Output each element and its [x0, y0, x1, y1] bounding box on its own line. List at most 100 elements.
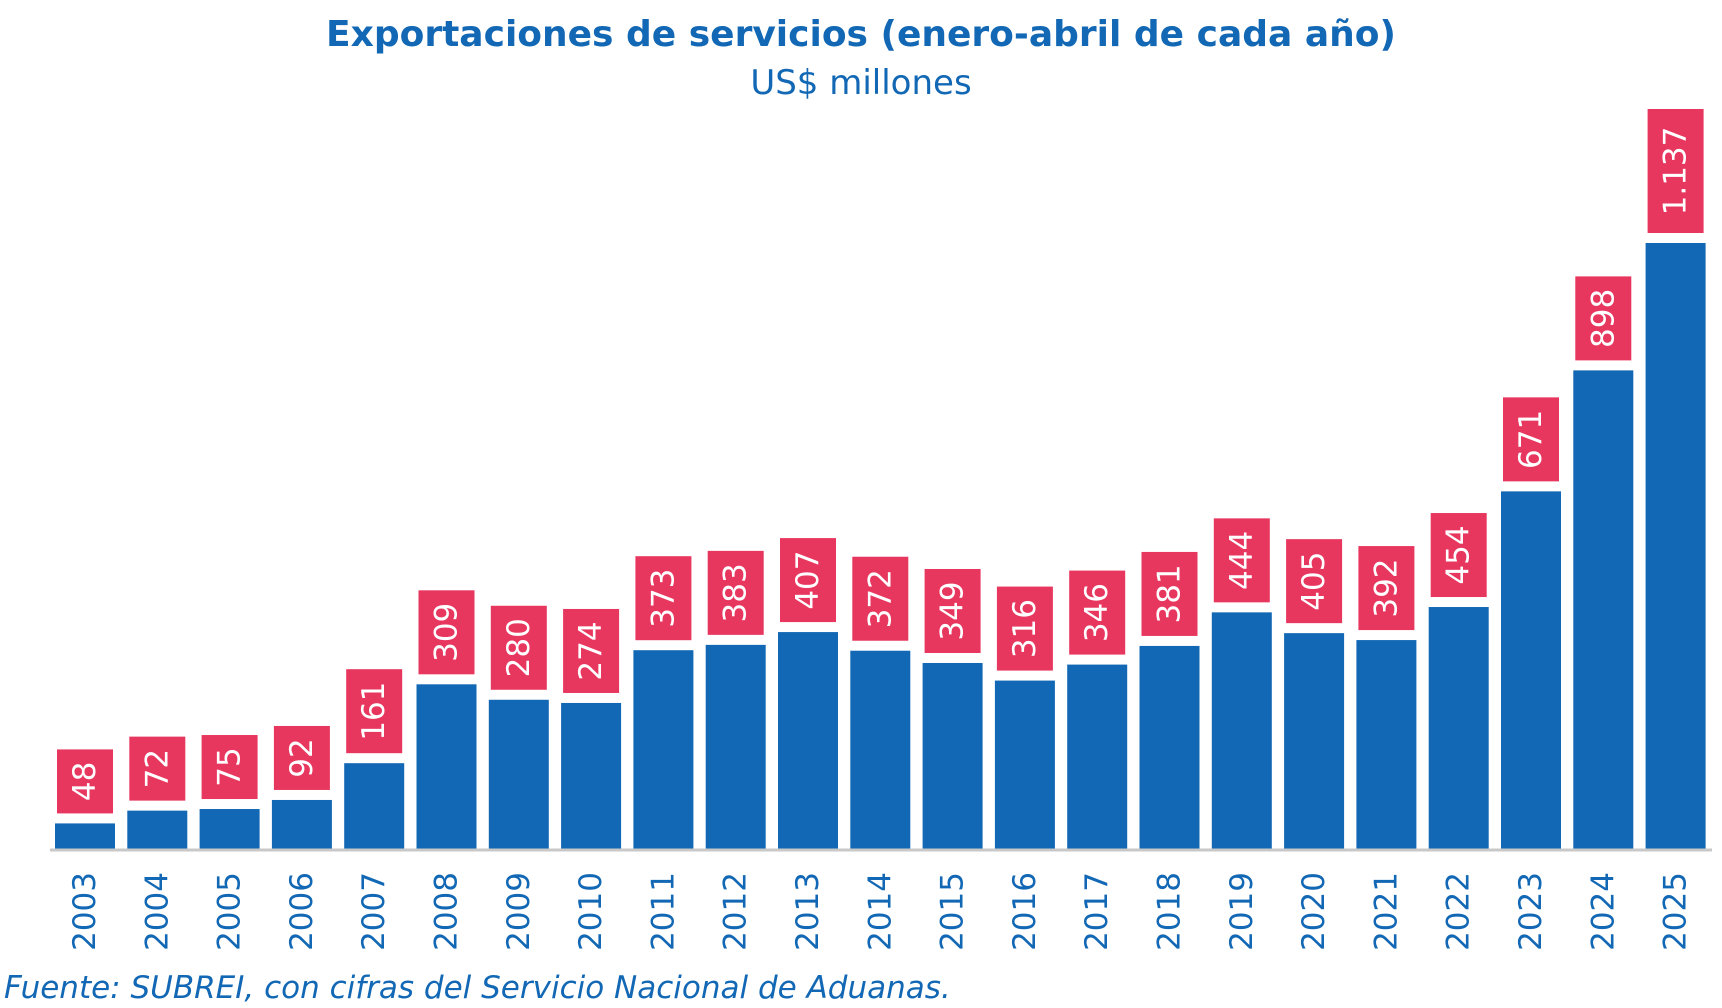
chart-subtitle: US$ millones	[750, 63, 972, 103]
data-label-text: 444	[1224, 531, 1260, 590]
data-label-box	[635, 556, 692, 641]
bar-2006	[271, 799, 332, 849]
data-label-2023: 671	[1503, 397, 1559, 482]
data-label-box	[57, 749, 113, 814]
bar-2005	[199, 809, 260, 849]
data-label-box	[1213, 518, 1270, 603]
chart-title: Exportaciones de servicios (enero-abril …	[326, 14, 1396, 55]
bar-2017	[1067, 664, 1128, 849]
data-label-box	[780, 538, 836, 623]
data-label-2005: 75	[201, 735, 258, 800]
bar-2025	[1645, 243, 1706, 849]
data-label-text: 274	[573, 621, 609, 680]
data-label-2010: 274	[563, 608, 620, 693]
x-tick-2020: 2020	[1296, 872, 1332, 951]
data-label-box	[1286, 539, 1343, 624]
source-note: Fuente: SUBREI, con cifras del Servicio …	[4, 970, 951, 1006]
bar-2024	[1573, 370, 1634, 849]
data-label-text: 671	[1513, 410, 1549, 469]
x-tick-2009: 2009	[501, 872, 537, 951]
data-label-2007: 161	[346, 669, 403, 754]
x-tick-2025: 2025	[1658, 872, 1694, 951]
data-label-2004: 72	[129, 736, 186, 801]
x-tick-2022: 2022	[1441, 872, 1477, 951]
data-label-2006: 92	[273, 725, 330, 790]
x-tick-2006: 2006	[284, 872, 320, 951]
data-label-text: 349	[935, 581, 971, 640]
x-tick-2003: 2003	[67, 872, 103, 951]
data-label-text: 392	[1368, 558, 1404, 617]
data-label-text: 309	[429, 603, 465, 662]
x-tick-2017: 2017	[1079, 872, 1115, 951]
bar-2011	[633, 650, 694, 849]
data-label-box	[924, 568, 981, 653]
data-label-box	[1647, 109, 1704, 233]
data-label-2025: 1.137	[1647, 109, 1704, 233]
data-label-text: 280	[501, 618, 537, 677]
data-label-box	[418, 590, 475, 675]
data-label-box	[1358, 546, 1415, 631]
bar-2015	[922, 662, 983, 849]
x-tick-2007: 2007	[356, 872, 392, 951]
data-label-box	[129, 736, 186, 801]
data-label-box	[1141, 551, 1198, 636]
data-label-text: 75	[212, 747, 248, 786]
x-tick-2005: 2005	[212, 872, 248, 951]
data-label-2018: 381	[1141, 551, 1198, 636]
data-label-2014: 372	[852, 556, 909, 641]
data-label-box	[996, 586, 1053, 671]
data-label-text: 898	[1585, 289, 1621, 348]
data-label-2013: 407	[780, 538, 836, 623]
data-label-box	[273, 725, 330, 790]
data-label-box	[1069, 570, 1126, 655]
data-label-2019: 444	[1213, 518, 1270, 603]
data-label-text: 1.137	[1658, 127, 1694, 216]
data-label-box	[1503, 397, 1559, 482]
data-label-box	[707, 550, 764, 635]
data-label-text: 316	[1007, 599, 1043, 658]
bar-2008	[416, 684, 477, 849]
data-label-text: 346	[1079, 583, 1115, 642]
bar-2020	[1284, 633, 1345, 849]
bar-2016	[994, 680, 1055, 849]
data-label-2024: 898	[1575, 276, 1632, 361]
data-label-2020: 405	[1286, 539, 1343, 624]
x-tick-2015: 2015	[935, 872, 971, 951]
data-label-text: 405	[1296, 552, 1332, 611]
bar-2010	[561, 702, 622, 849]
data-label-text: 454	[1441, 525, 1477, 584]
data-label-2011: 373	[635, 556, 692, 641]
data-label-text: 407	[790, 550, 826, 609]
data-label-2017: 346	[1069, 570, 1126, 655]
bar-2023	[1501, 491, 1561, 849]
data-label-box	[1430, 513, 1487, 598]
data-label-2008: 309	[418, 590, 475, 675]
x-tick-2004: 2004	[139, 872, 175, 951]
data-label-text: 381	[1152, 564, 1188, 623]
bar-2018	[1139, 645, 1200, 849]
bar-2004	[127, 810, 188, 849]
x-tick-2023: 2023	[1513, 872, 1549, 951]
x-tick-2019: 2019	[1224, 872, 1260, 951]
data-label-text: 72	[139, 749, 175, 788]
bar-2009	[488, 699, 549, 849]
x-tick-2014: 2014	[862, 872, 898, 951]
data-label-box	[563, 608, 620, 693]
bar-2022	[1428, 607, 1489, 849]
data-label-text: 48	[67, 762, 103, 801]
bar-2019	[1211, 612, 1272, 849]
x-tick-2024: 2024	[1585, 872, 1621, 951]
x-tick-2012: 2012	[718, 872, 754, 951]
data-label-2016: 316	[996, 586, 1053, 671]
data-label-text: 372	[862, 569, 898, 628]
data-label-2021: 392	[1358, 546, 1415, 631]
x-tick-2013: 2013	[790, 872, 826, 951]
data-label-text: 373	[645, 569, 681, 628]
data-label-2003: 48	[57, 749, 113, 814]
x-tick-2021: 2021	[1368, 872, 1404, 951]
x-tick-2018: 2018	[1152, 872, 1188, 951]
data-label-box	[201, 735, 258, 800]
data-label-text: 92	[284, 738, 320, 777]
bar-2007	[344, 763, 405, 849]
bar-2014	[850, 650, 911, 849]
